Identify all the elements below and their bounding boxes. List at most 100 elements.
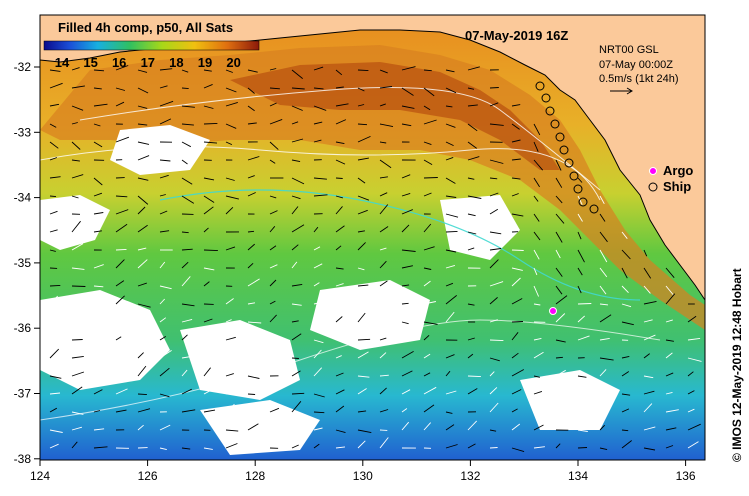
lon-tick-label: 128 [245, 469, 265, 483]
velocity-arrow-icon [643, 267, 652, 279]
velocity-arrow-icon [643, 334, 656, 341]
velocity-arrow-icon [489, 319, 498, 323]
ship-marker-icon [535, 81, 545, 91]
velocity-arrow-icon [445, 295, 457, 305]
velocity-arrow-icon [203, 354, 218, 359]
velocity-arrow-icon [665, 391, 673, 395]
velocity-arrow-icon [247, 87, 255, 94]
velocity-arrow-icon [555, 159, 562, 171]
velocity-arrow-icon [445, 444, 458, 449]
velocity-arrow-icon [93, 389, 103, 395]
velocity-arrow-icon [423, 321, 438, 325]
velocity-arrow-icon [225, 69, 233, 73]
velocity-arrow-icon [71, 159, 80, 162]
velocity-arrow-icon [247, 409, 258, 413]
velocity-arrow-icon [599, 424, 606, 431]
velocity-arrow-icon [621, 393, 631, 396]
velocity-arrow-icon [379, 86, 393, 89]
velocity-arrow-icon [181, 195, 195, 204]
lat-tick-label: -38 [14, 452, 32, 466]
argo-float-marker [549, 307, 557, 315]
velocity-arrow-icon [291, 261, 298, 269]
velocity-arrow-icon [599, 402, 611, 413]
colorbar [43, 40, 260, 51]
velocity-arrow-icon [687, 371, 694, 377]
velocity-arrow-icon [357, 388, 367, 395]
velocity-arrow-icon [379, 176, 388, 179]
ship-marker-icon [578, 197, 588, 207]
velocity-arrow-icon [93, 192, 103, 197]
velocity-arrow-icon [203, 105, 214, 109]
velocity-arrow-icon [49, 69, 61, 72]
velocity-arrow-icon [643, 300, 657, 305]
velocity-arrow-icon [203, 409, 216, 413]
velocity-arrow-icon [93, 264, 104, 269]
lon-tick-label: 124 [30, 469, 50, 483]
velocity-arrow-icon [599, 249, 608, 263]
velocity-arrow-icon [687, 423, 701, 431]
velocity-arrow-icon [467, 443, 476, 449]
velocity-arrow-icon [225, 195, 240, 200]
velocity-arrow-icon [445, 230, 458, 233]
velocity-arrow-icon [445, 105, 453, 108]
velocity-arrow-icon [665, 445, 674, 449]
velocity-arrow-icon [665, 293, 676, 305]
velocity-arrow-icon [181, 303, 195, 307]
velocity-arrow-icon [489, 402, 499, 413]
velocity-arrow-icon [423, 192, 432, 197]
velocity-arrow-icon [159, 350, 172, 359]
velocity-arrow-icon [445, 390, 457, 395]
ship-marker-icon [564, 158, 574, 168]
velocity-arrow-icon [115, 295, 125, 305]
velocity-arrow-icon [665, 409, 679, 413]
velocity-arrow-icon [401, 335, 408, 341]
ship-marker-icon [569, 171, 579, 181]
velocity-arrow-icon [511, 104, 521, 107]
velocity-arrow-icon [335, 86, 344, 89]
velocity-arrow-icon [379, 159, 392, 169]
velocity-arrow-icon [137, 282, 147, 287]
velocity-arrow-icon [555, 393, 563, 396]
lon-tick-label: 130 [353, 469, 373, 483]
velocity-arrow-icon [401, 192, 411, 197]
velocity-arrow-icon [643, 249, 648, 257]
velocity-arrow-icon [555, 213, 565, 224]
velocity-arrow-icon [511, 447, 525, 453]
velocity-arrow-icon [71, 243, 84, 251]
velocity-arrow-icon [357, 410, 367, 413]
velocity-arrow-icon [467, 303, 475, 306]
velocity-arrow-icon [71, 67, 80, 71]
velocity-arrow-icon [225, 101, 238, 107]
velocity-arrow-icon [269, 428, 280, 431]
velocity-arrow-icon [511, 177, 521, 180]
velocity-arrow-icon [335, 283, 344, 287]
velocity-arrow-icon [445, 177, 456, 184]
velocity-arrow-icon [379, 437, 389, 449]
velocity-arrow-icon [269, 387, 278, 395]
side-credit: © IMOS 12-May-2019 12:48 Hobart [730, 268, 744, 462]
velocity-arrow-icon [49, 141, 59, 149]
velocity-arrow-icon [291, 159, 301, 163]
velocity-arrow-icon [137, 155, 150, 161]
velocity-arrow-icon [621, 321, 634, 326]
velocity-arrow-icon [621, 355, 630, 359]
velocity-arrow-icon [313, 443, 320, 449]
ship-track [535, 81, 599, 214]
velocity-arrows [49, 65, 702, 453]
velocity-arrow-icon [423, 353, 431, 359]
velocity-arrow-icon [115, 209, 129, 215]
velocity-arrow-icon [401, 284, 410, 287]
velocity-arrow-icon [467, 195, 482, 199]
velocity-arrow-icon [291, 357, 299, 359]
velocity-arrow-icon [687, 390, 695, 395]
velocity-arrow-icon [577, 177, 583, 183]
velocity-arrow-icon [225, 298, 234, 305]
velocity-arrow-icon [511, 423, 521, 431]
lat-tick-label: -35 [14, 256, 32, 270]
velocity-arrow-icon [269, 68, 277, 71]
velocity-arrow-icon [665, 285, 674, 295]
velocity-arrow-icon [159, 298, 166, 305]
velocity-arrow-icon [181, 369, 188, 377]
velocity-arrow-icon [665, 339, 674, 342]
velocity-arrow-icon [247, 122, 257, 125]
